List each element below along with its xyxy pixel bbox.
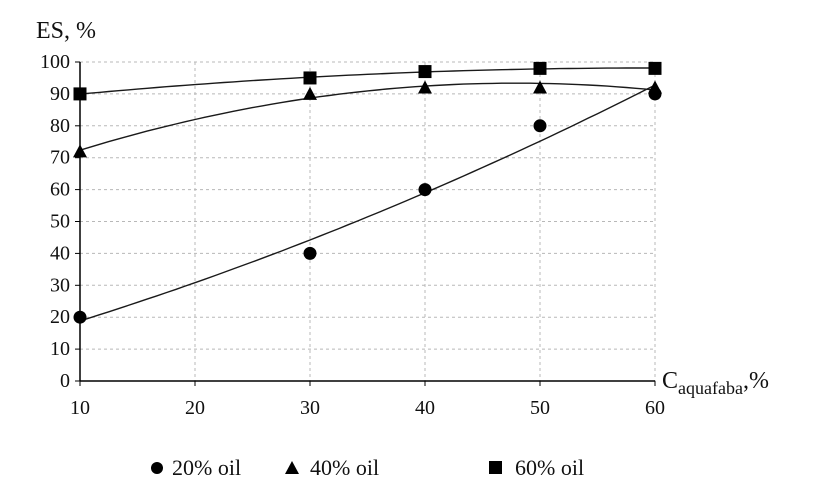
x-axis-label-unit: ,% [743,368,769,394]
y-tick-label: 0 [60,370,70,392]
y-tick-label: 90 [50,83,70,105]
y-tick-label: 40 [50,242,70,264]
y-tick-label: 80 [50,115,70,137]
x-tick-label: 10 [70,397,90,419]
trend-line-square [79,67,655,95]
data-point-circle [303,246,317,260]
data-point-square [73,87,87,101]
data-points [73,61,662,324]
legend: 20% oil 40% oil 60% oil [151,455,584,479]
x-tick-labels: 10 20 30 40 50 60 [70,397,665,419]
data-point-triangle [418,80,432,94]
data-point-square [648,61,662,75]
y-tick-label: 30 [50,274,70,296]
y-tick-labels: 0 10 20 30 40 50 60 70 80 90 100 [40,51,70,392]
y-tick-label: 50 [50,211,70,233]
data-point-triangle [303,86,317,100]
x-axis-label-sub: aquafaba [678,378,743,398]
data-point-square [533,61,547,75]
axes [75,61,656,386]
grid [80,61,656,381]
x-axis-label-main: C [662,368,678,394]
data-point-triangle [533,80,547,94]
legend-label-40-oil: 40% oil [310,455,379,479]
x-tick-label: 40 [415,397,435,419]
legend-label-20-oil: 20% oil [172,455,241,479]
data-point-circle [73,310,87,324]
legend-label-60-oil: 60% oil [515,455,584,479]
y-tick-label: 20 [50,306,70,328]
y-axis-label: ES, % [36,18,96,44]
data-point-circle [533,119,547,133]
y-tick-label: 10 [50,338,70,360]
data-point-square [418,65,432,79]
legend-marker-triangle [285,461,299,474]
data-point-square [303,71,317,85]
data-point-circle [418,183,432,197]
trend-line-triangle [79,82,656,151]
y-tick-label: 70 [50,147,70,169]
y-tick-label: 100 [40,51,70,73]
x-tick-label: 30 [300,397,320,419]
x-tick-label: 50 [530,397,550,419]
legend-marker-circle [151,462,163,474]
y-tick-label: 60 [50,179,70,201]
x-tick-label: 20 [185,397,205,419]
data-point-triangle [648,80,662,94]
legend-marker-square [489,461,502,474]
trend-line-circle [79,84,656,322]
x-axis-label: Caquafaba,% [662,368,769,398]
trend-lines [79,67,656,322]
data-point-triangle [73,144,87,158]
x-tick-label: 60 [645,397,665,419]
